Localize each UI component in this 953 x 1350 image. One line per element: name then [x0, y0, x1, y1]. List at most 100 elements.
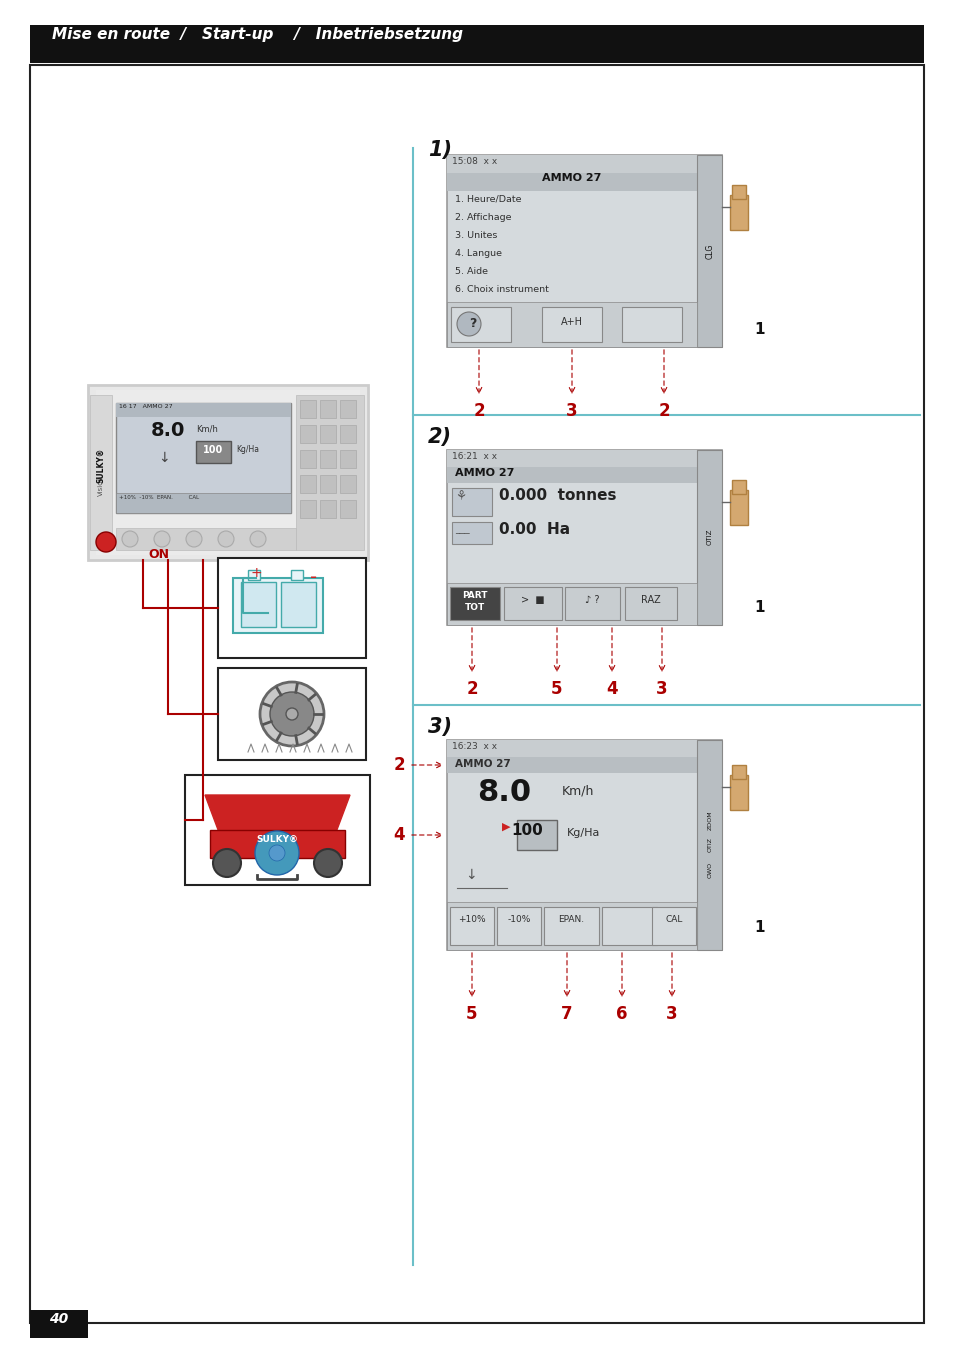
Text: EPAN.: EPAN. — [558, 915, 583, 923]
Bar — [96, 390, 359, 555]
Text: ___: ___ — [455, 524, 469, 535]
Circle shape — [260, 682, 324, 747]
Bar — [339, 450, 355, 468]
Bar — [452, 522, 492, 544]
Text: 1. Heure/Date: 1. Heure/Date — [455, 194, 521, 204]
Bar — [624, 587, 677, 620]
Text: 6: 6 — [616, 1004, 627, 1023]
Text: +10%  -10%  EPAN.         CAL: +10% -10% EPAN. CAL — [119, 495, 199, 500]
Text: OTIZ: OTIZ — [706, 529, 712, 545]
Bar — [319, 400, 335, 418]
Bar — [116, 493, 291, 513]
Text: Kg/Ha: Kg/Ha — [566, 828, 599, 838]
Text: 0.00  Ha: 0.00 Ha — [498, 522, 570, 537]
Bar — [731, 765, 745, 779]
Circle shape — [269, 845, 285, 861]
Bar — [651, 907, 696, 945]
Circle shape — [213, 849, 241, 878]
Text: 5: 5 — [466, 1004, 477, 1023]
Bar — [185, 775, 370, 886]
Text: ⚘: ⚘ — [455, 490, 466, 504]
Bar — [299, 425, 315, 443]
Bar — [339, 425, 355, 443]
Text: 100: 100 — [203, 446, 223, 455]
Bar — [731, 185, 745, 198]
Circle shape — [153, 531, 170, 547]
Bar — [447, 155, 697, 173]
Bar — [299, 450, 315, 468]
Text: >  ■: > ■ — [520, 595, 544, 605]
Bar — [447, 902, 697, 950]
Bar — [447, 757, 697, 774]
Bar — [447, 583, 697, 625]
Text: 4: 4 — [393, 826, 404, 844]
Polygon shape — [205, 795, 350, 836]
Bar — [339, 500, 355, 518]
Bar — [729, 775, 747, 810]
Bar — [319, 500, 335, 518]
Text: Kg/Ha: Kg/Ha — [235, 446, 258, 454]
Circle shape — [456, 312, 480, 336]
Text: ♪ ?: ♪ ? — [584, 595, 598, 605]
Circle shape — [250, 531, 266, 547]
Text: 3: 3 — [565, 402, 578, 420]
Text: OTIZ: OTIZ — [707, 837, 712, 852]
Bar — [291, 570, 303, 580]
Text: RAZ: RAZ — [640, 595, 660, 605]
Bar — [319, 475, 335, 493]
Text: 16:23  x x: 16:23 x x — [452, 743, 497, 751]
Text: SULKY®: SULKY® — [255, 836, 297, 844]
Circle shape — [286, 707, 297, 720]
Text: ↓: ↓ — [158, 451, 170, 464]
Bar — [564, 587, 619, 620]
Bar — [447, 155, 721, 347]
Bar — [497, 907, 540, 945]
Bar — [447, 740, 721, 950]
Circle shape — [96, 532, 116, 552]
Bar — [447, 740, 697, 757]
Text: 6. Choix instrument: 6. Choix instrument — [455, 285, 548, 294]
Text: 8.0: 8.0 — [476, 778, 531, 807]
Bar — [450, 907, 494, 945]
Text: Km/h: Km/h — [561, 784, 594, 798]
Bar — [517, 819, 557, 850]
Bar — [248, 570, 260, 580]
Bar — [621, 306, 681, 342]
Text: AMMO 27: AMMO 27 — [455, 759, 510, 769]
Bar — [503, 587, 561, 620]
Text: 4: 4 — [605, 680, 618, 698]
Text: +: + — [250, 566, 261, 580]
Bar — [450, 587, 499, 620]
Bar — [731, 481, 745, 494]
Text: Mise en route  /   Start-up    /   Inbetriebsetzung: Mise en route / Start-up / Inbetriebsetz… — [52, 27, 462, 42]
Circle shape — [254, 832, 298, 875]
Text: 1: 1 — [753, 323, 763, 338]
Circle shape — [270, 693, 314, 736]
Bar — [729, 490, 747, 525]
Bar — [30, 26, 923, 63]
Text: 3: 3 — [656, 680, 667, 698]
Text: 1: 1 — [753, 919, 763, 936]
Text: 8.0: 8.0 — [151, 421, 185, 440]
Circle shape — [122, 531, 138, 547]
Text: 3): 3) — [428, 717, 452, 737]
Bar — [541, 306, 601, 342]
Bar — [116, 404, 291, 417]
Text: -: - — [310, 568, 317, 587]
Text: CLG: CLG — [705, 243, 714, 259]
Bar — [195, 441, 231, 463]
Text: 3. Unites: 3. Unites — [455, 231, 497, 240]
Text: CAL: CAL — [664, 915, 682, 923]
Text: 16:21  x x: 16:21 x x — [452, 452, 497, 460]
Bar — [218, 668, 366, 760]
Bar — [116, 528, 295, 549]
Bar — [319, 425, 335, 443]
Text: A+H: A+H — [560, 317, 582, 327]
Text: ?: ? — [469, 317, 476, 329]
Text: 2: 2 — [658, 402, 669, 420]
Bar — [116, 404, 291, 513]
Text: Km/h: Km/h — [195, 425, 217, 433]
Text: 0.000  tonnes: 0.000 tonnes — [498, 487, 616, 504]
Bar — [697, 450, 721, 625]
Text: SULKY®: SULKY® — [96, 447, 106, 483]
